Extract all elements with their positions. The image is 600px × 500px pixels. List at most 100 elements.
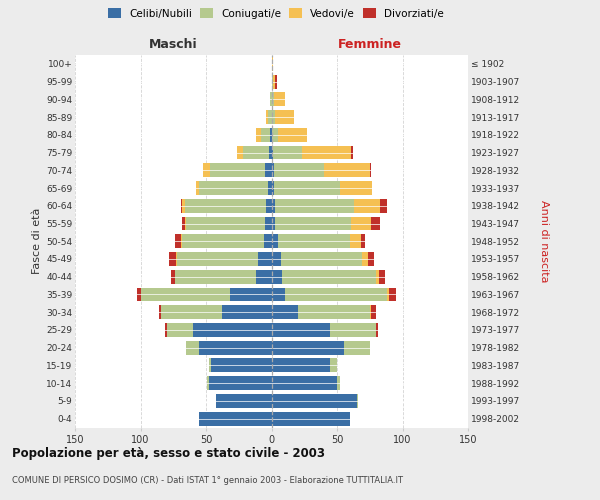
- Text: COMUNE DI PERSICO DOSIMO (CR) - Dati ISTAT 1° gennaio 2003 - Elaborazione TUTTIT: COMUNE DI PERSICO DOSIMO (CR) - Dati IST…: [12, 476, 403, 485]
- Bar: [269, 146, 271, 160]
- Bar: [271, 110, 294, 124]
- Bar: [271, 146, 273, 160]
- Bar: [263, 234, 271, 248]
- Bar: [271, 376, 337, 390]
- Bar: [271, 358, 337, 372]
- Bar: [187, 341, 271, 354]
- Bar: [181, 234, 271, 248]
- Bar: [182, 234, 271, 248]
- Bar: [271, 270, 379, 283]
- Bar: [271, 234, 361, 248]
- Bar: [271, 252, 374, 266]
- Bar: [175, 234, 271, 248]
- Bar: [271, 128, 278, 141]
- Bar: [271, 199, 380, 212]
- Bar: [266, 110, 271, 124]
- Bar: [271, 252, 368, 266]
- Bar: [271, 164, 371, 177]
- Bar: [199, 412, 271, 426]
- Bar: [271, 341, 370, 354]
- Text: Femmine: Femmine: [338, 38, 402, 52]
- Bar: [271, 288, 387, 302]
- Bar: [259, 252, 271, 266]
- Bar: [217, 394, 271, 408]
- Bar: [187, 341, 271, 354]
- Bar: [187, 341, 271, 354]
- Bar: [271, 57, 273, 71]
- Bar: [182, 199, 271, 212]
- Bar: [187, 216, 271, 230]
- Bar: [271, 199, 387, 212]
- Bar: [271, 146, 302, 160]
- Bar: [265, 164, 271, 177]
- Bar: [181, 199, 271, 212]
- Bar: [199, 412, 271, 426]
- Bar: [271, 234, 350, 248]
- Bar: [271, 199, 275, 212]
- Bar: [256, 270, 271, 283]
- Bar: [271, 412, 350, 426]
- Bar: [199, 181, 271, 195]
- Bar: [271, 358, 337, 372]
- Bar: [193, 323, 271, 337]
- Bar: [222, 306, 271, 319]
- Bar: [209, 358, 271, 372]
- Bar: [182, 216, 271, 230]
- Bar: [217, 394, 271, 408]
- Bar: [266, 199, 271, 212]
- Bar: [271, 92, 274, 106]
- Bar: [217, 394, 271, 408]
- Bar: [271, 270, 385, 283]
- Bar: [271, 306, 371, 319]
- Bar: [208, 376, 271, 390]
- Y-axis label: Anni di nascita: Anni di nascita: [539, 200, 550, 282]
- Bar: [271, 181, 373, 195]
- Bar: [271, 341, 344, 354]
- Bar: [271, 323, 376, 337]
- Bar: [167, 323, 271, 337]
- Bar: [242, 146, 271, 160]
- Bar: [271, 110, 294, 124]
- Bar: [185, 216, 271, 230]
- Bar: [177, 252, 271, 266]
- Bar: [271, 412, 350, 426]
- Bar: [271, 341, 370, 354]
- Bar: [209, 358, 271, 372]
- Bar: [271, 306, 376, 319]
- Bar: [140, 288, 271, 302]
- Bar: [208, 376, 271, 390]
- Bar: [209, 358, 271, 372]
- Bar: [199, 412, 271, 426]
- Bar: [271, 128, 307, 141]
- Bar: [265, 216, 271, 230]
- Bar: [271, 394, 358, 408]
- Bar: [271, 412, 350, 426]
- Bar: [271, 288, 284, 302]
- Bar: [271, 57, 273, 71]
- Bar: [270, 92, 271, 106]
- Bar: [211, 358, 271, 372]
- Bar: [271, 376, 340, 390]
- Bar: [238, 146, 271, 160]
- Bar: [203, 164, 271, 177]
- Bar: [271, 252, 281, 266]
- Bar: [256, 128, 271, 141]
- Bar: [271, 146, 353, 160]
- Bar: [266, 110, 271, 124]
- Bar: [271, 128, 307, 141]
- Bar: [271, 146, 352, 160]
- Bar: [271, 74, 277, 88]
- Bar: [271, 74, 275, 88]
- Bar: [271, 323, 376, 337]
- Bar: [271, 74, 273, 88]
- Bar: [271, 394, 356, 408]
- Legend: Celibi/Nubili, Coniugati/e, Vedovi/e, Divorziati/e: Celibi/Nubili, Coniugati/e, Vedovi/e, Di…: [106, 6, 446, 20]
- Bar: [271, 181, 373, 195]
- Bar: [161, 306, 271, 319]
- Bar: [270, 92, 271, 106]
- Bar: [176, 252, 271, 266]
- Bar: [271, 234, 365, 248]
- Y-axis label: Fasce di età: Fasce di età: [32, 208, 42, 274]
- Bar: [137, 288, 271, 302]
- Bar: [199, 412, 271, 426]
